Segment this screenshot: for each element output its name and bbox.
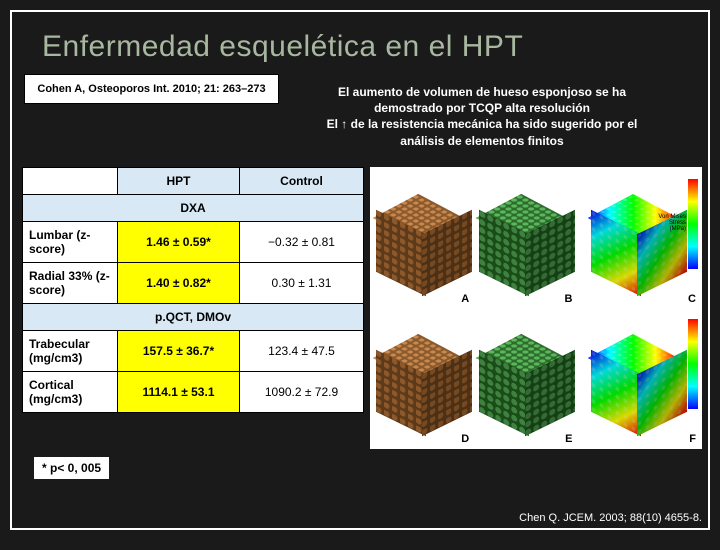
description-text: El aumento de volumen de hueso esponjoso… (307, 84, 657, 149)
panel-f: F (579, 309, 701, 447)
col-control: Control (240, 168, 364, 195)
data-table: HPT Control DXA Lumbar (z-score) 1.46 ± … (22, 167, 364, 413)
footnote: * p< 0, 005 (34, 457, 109, 479)
panel-label: B (565, 293, 573, 305)
citation-box: Cohen A, Osteoporos Int. 2010; 21: 263–2… (24, 74, 279, 104)
section-pqct: p.QCT, DMOv (23, 304, 364, 331)
panel-d: D (372, 309, 473, 447)
figure-panels: A B Von Mises Stress (MPa) C D E F (370, 167, 702, 449)
panel-label: D (461, 433, 469, 445)
section-dxa: DXA (23, 195, 364, 222)
col-hpt: HPT (118, 168, 240, 195)
description-line2: El ↑ de la resistencia mecánica ha sido … (327, 117, 638, 147)
panel-label: A (461, 293, 469, 305)
table-row: Cortical (mg/cm3) 1114.1 ± 53.1 1090.2 ±… (23, 372, 364, 413)
slide: Enfermedad esquelética en el HPT Cohen A… (10, 10, 710, 530)
cell-hpt: 1.46 ± 0.59* (118, 222, 240, 263)
row-label: Lumbar (z-score) (23, 222, 118, 263)
cell-ctrl: 1090.2 ± 72.9 (240, 372, 364, 413)
panel-c: Von Mises Stress (MPa) C (579, 169, 701, 307)
slide-title: Enfermedad esquelética en el HPT (12, 12, 708, 74)
panel-b: B (475, 169, 576, 307)
cell-ctrl: −0.32 ± 0.81 (240, 222, 364, 263)
row-label: Radial 33% (z-score) (23, 263, 118, 304)
row-label: Trabecular (mg/cm3) (23, 331, 118, 372)
panel-label: E (565, 433, 572, 445)
table-row: Trabecular (mg/cm3) 157.5 ± 36.7* 123.4 … (23, 331, 364, 372)
table-row: Radial 33% (z-score) 1.40 ± 0.82* 0.30 ±… (23, 263, 364, 304)
table-empty-cell (23, 168, 118, 195)
cell-ctrl: 0.30 ± 1.31 (240, 263, 364, 304)
color-legend-icon (688, 179, 698, 269)
legend-label: Von Mises Stress (MPa) (656, 214, 686, 232)
reference-right: Chen Q. JCEM. 2003; 88(10) 4655-8. (519, 512, 702, 524)
cell-ctrl: 123.4 ± 47.5 (240, 331, 364, 372)
cell-hpt: 1114.1 ± 53.1 (118, 372, 240, 413)
panel-label: C (688, 293, 696, 305)
panel-a: A (372, 169, 473, 307)
color-legend-icon (688, 319, 698, 409)
cell-hpt: 1.40 ± 0.82* (118, 263, 240, 304)
panel-label: F (689, 433, 696, 445)
cell-hpt: 157.5 ± 36.7* (118, 331, 240, 372)
table-row: Lumbar (z-score) 1.46 ± 0.59* −0.32 ± 0.… (23, 222, 364, 263)
description-line1: El aumento de volumen de hueso esponjoso… (338, 85, 626, 115)
panel-e: E (475, 309, 576, 447)
row-label: Cortical (mg/cm3) (23, 372, 118, 413)
